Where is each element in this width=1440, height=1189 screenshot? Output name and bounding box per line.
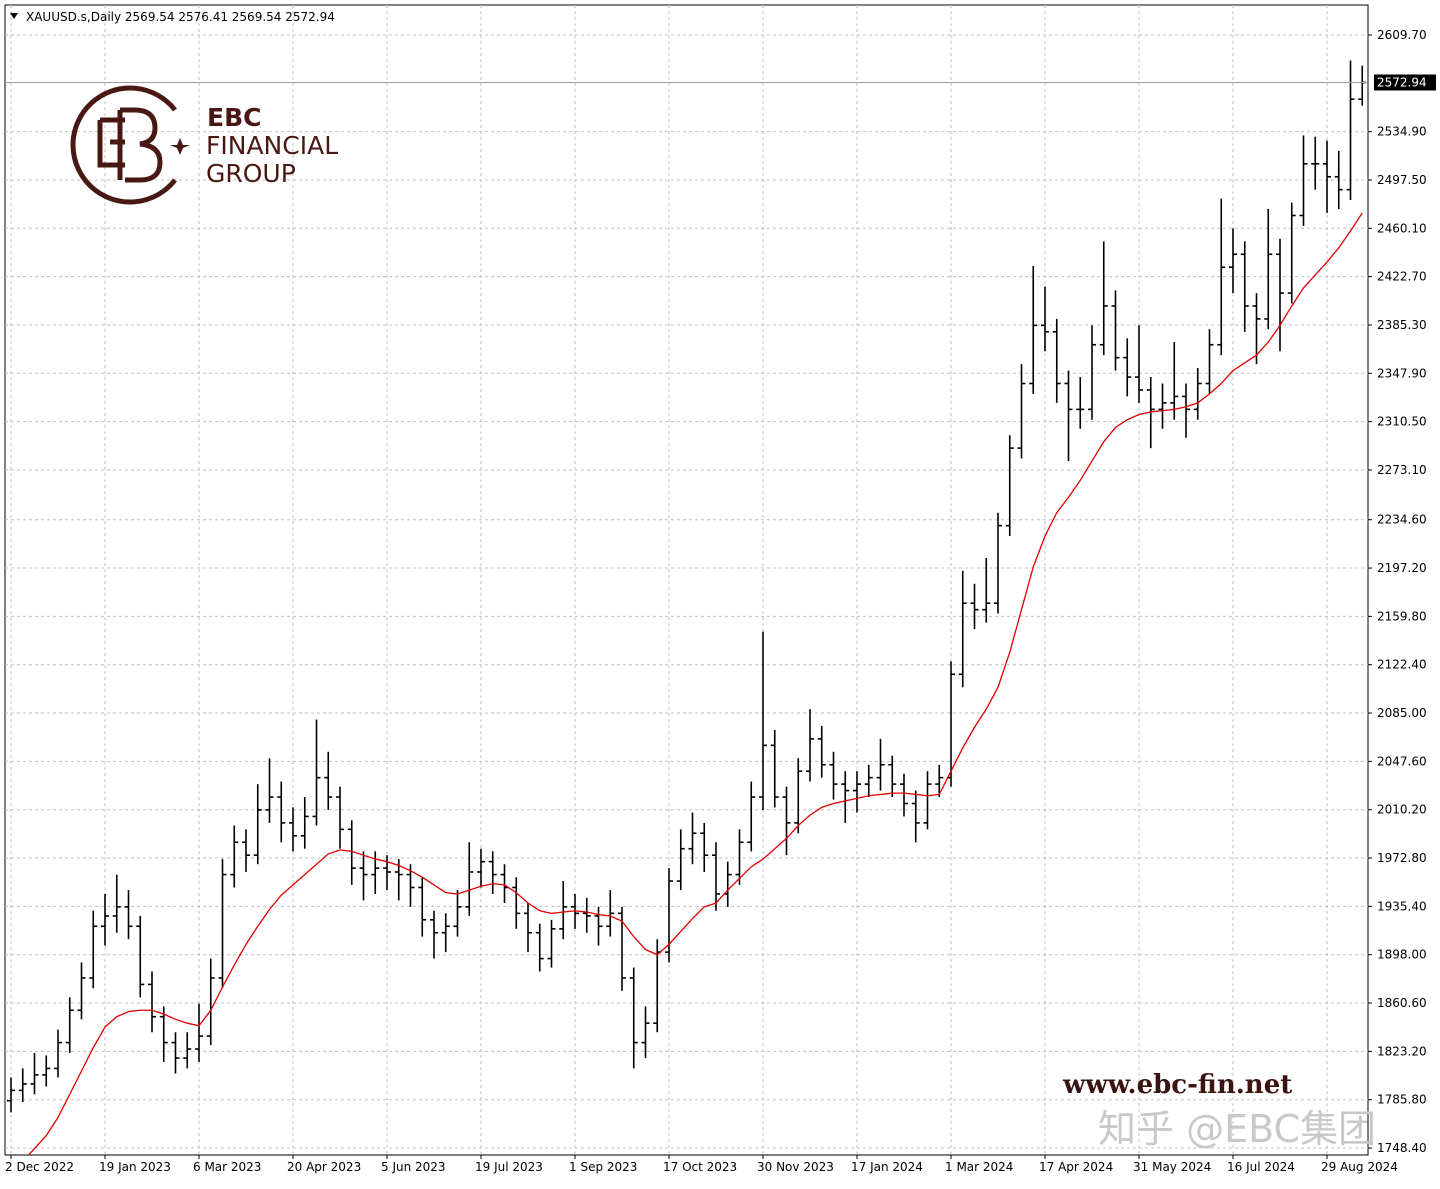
y-tick-label: 2010.20 [1377,803,1427,817]
logo-ring [70,85,177,205]
y-tick-label: 2159.80 [1377,609,1427,623]
x-tick-label: 5 Jun 2023 [381,1160,446,1174]
y-tick-label: 1935.40 [1377,899,1427,913]
marks [5,60,1368,1155]
x-tick-label: 19 Jan 2023 [99,1160,171,1174]
x-tick-label: 17 Oct 2023 [663,1160,737,1174]
labels: 2609.70 2534.90 2497.50 2460.10 2422.70 2385.… [5,28,1436,1174]
last-price-box [1374,74,1436,91]
brand-line: FINANCIAL [206,131,338,160]
x-tick-label: 17 Jan 2024 [851,1160,923,1174]
x-tick-label: 20 Apr 2023 [287,1160,361,1174]
y-tick-label: 1972.80 [1377,851,1427,865]
y-tick-label: 2534.90 [1377,125,1427,139]
brand-line: EBC [207,103,261,132]
logo-star [170,138,190,155]
brand-line: GROUP [206,159,296,188]
x-tick-label: 19 Jul 2023 [475,1160,543,1174]
x-tick-label: 31 May 2024 [1133,1160,1211,1174]
watermark-url: www.ebc-fin.net [1062,1070,1292,1100]
y-tick-label: 2085.00 [1377,706,1427,720]
y-tick-label: 2310.50 [1377,415,1427,429]
y-tick-label: 2234.60 [1377,513,1427,527]
y-tick-label: 2460.10 [1377,221,1427,235]
x-tick-label: 16 Jul 2024 [1227,1160,1295,1174]
plot-frame [4,4,1369,1156]
y-tick-label: 1823.20 [1377,1044,1427,1058]
y-tick-label: 2497.50 [1377,173,1427,187]
x-tick-label: 17 Apr 2024 [1039,1160,1113,1174]
header-arrow [10,13,18,19]
header: XAUUSD.s,Daily 2569.54 2576.41 2569.54 2… [26,10,335,24]
y-tick-label: 1785.80 [1377,1093,1427,1107]
y-tick-label: 2609.70 [1377,28,1427,42]
last-price-label: 2572.94 [1377,75,1427,89]
x-tick-label: 1 Mar 2024 [945,1160,1013,1174]
logo [70,85,190,205]
x-tick-label: 1 Sep 2023 [569,1160,637,1174]
moving-average [27,212,1363,1155]
y-tick-label: 1860.60 [1377,996,1427,1010]
y-tick-label: 2273.10 [1377,463,1427,477]
y-tick-label: 2047.60 [1377,754,1427,768]
x-tick-label: 29 Aug 2024 [1321,1160,1398,1174]
y-tick-label: 2385.30 [1377,318,1427,332]
grid [5,5,1368,1155]
x-tick-label: 2 Dec 2022 [5,1160,74,1174]
y-tick-label: 1898.00 [1377,948,1427,962]
y-tick-label: 1748.40 [1377,1141,1427,1155]
y-tick-label: 2197.20 [1377,561,1427,575]
watermark: 知乎 @EBC集团 [1098,1107,1376,1151]
y-tick-label: 2422.70 [1377,270,1427,284]
x-tick-label: 6 Mar 2023 [193,1160,261,1174]
y-tick-label: 2122.40 [1377,658,1427,672]
y-tick-label: 2347.90 [1377,366,1427,380]
logo-mark [97,107,163,183]
x-tick-label: 30 Nov 2023 [757,1160,834,1174]
